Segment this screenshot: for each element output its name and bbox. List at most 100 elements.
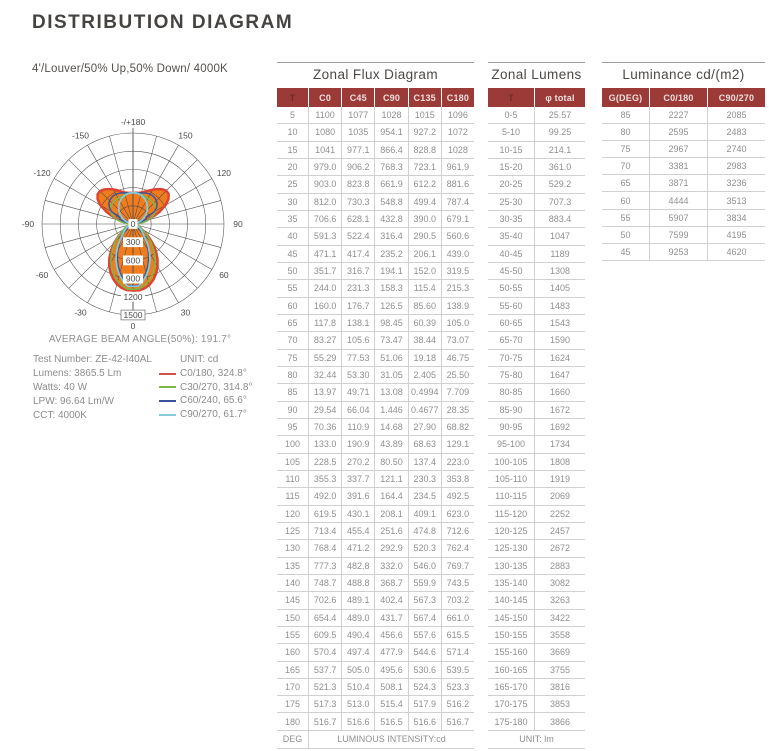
cell: 390.0 — [407, 210, 441, 228]
table-row: 150 654.4 489.0 431.7 567.4 661.0 — [277, 609, 474, 627]
cell: 2069 — [534, 488, 585, 505]
table-row: 40-45 1189 — [488, 245, 585, 263]
cell: 1041 — [308, 141, 341, 158]
grid-spoke — [132, 136, 157, 225]
table-row: 140-145 3263 — [488, 592, 585, 610]
cell: 0-5 — [504, 110, 518, 121]
cell: 4444 — [649, 192, 707, 209]
cell: 516.6 — [407, 713, 441, 730]
test-info-line: Lumens: 3865.5 Lm — [33, 368, 122, 379]
grid-spoke — [54, 178, 134, 225]
cell: 768.3 — [374, 158, 407, 176]
table-row: 50 351.7 316.7 194.1 152.0 319.5 — [277, 262, 474, 281]
cell: 1072 — [440, 124, 474, 141]
cell: 2883 — [534, 557, 585, 574]
cell: 591.3 — [308, 228, 341, 245]
table-row: 65-70 1590 — [488, 332, 585, 350]
cell: 471.1 — [308, 245, 341, 262]
table-row: 75 55.29 77.53 51.06 19.18 46.75 — [277, 349, 474, 367]
cell: 5 — [289, 110, 295, 121]
column-header: C0 — [309, 88, 342, 107]
cell: 517.3 — [308, 696, 341, 713]
cell: 3513 — [707, 192, 765, 209]
cell: 25.50 — [440, 366, 474, 384]
cell: 516.7 — [440, 713, 474, 730]
cell: 3422 — [534, 609, 585, 626]
cell: 152.0 — [407, 262, 441, 280]
table-row: 115-120 2252 — [488, 505, 585, 523]
cell: 115-120 — [494, 508, 528, 519]
cell: 30 — [287, 196, 298, 207]
table-row: 30-35 883.4 — [488, 210, 585, 229]
angle-tick-label: 60 — [219, 270, 229, 280]
column-header: C135 — [408, 88, 441, 107]
cell: 292.9 — [374, 540, 407, 557]
cell: 1483 — [534, 297, 585, 314]
table-row: 100 133.0 190.9 43.89 68.63 129.1 — [277, 436, 474, 454]
cell: 3871 — [649, 175, 707, 192]
table-row: 165-170 3816 — [488, 678, 585, 697]
cell: 730.3 — [341, 193, 374, 210]
cell: 98.45 — [374, 314, 407, 332]
cell: 7599 — [649, 226, 707, 243]
cell: 477.9 — [374, 644, 407, 661]
cell: 654.4 — [308, 609, 341, 626]
cell: 866.4 — [374, 141, 407, 158]
cell: 10-15 — [499, 144, 523, 155]
cell: 99.25 — [534, 124, 585, 141]
table-row: 65 3871 3236 — [602, 175, 765, 193]
cell: 787.4 — [440, 193, 474, 210]
cell: 1647 — [534, 366, 585, 384]
cell: 927.2 — [407, 124, 441, 141]
column-header: T — [277, 88, 308, 107]
cell: 150 — [284, 612, 301, 623]
cell: 432.8 — [374, 210, 407, 228]
cell: 628.1 — [341, 210, 374, 228]
cell: 2252 — [534, 505, 585, 522]
cell: 3558 — [534, 626, 585, 644]
cell: 35 — [287, 214, 298, 225]
cell: 712.6 — [440, 522, 474, 540]
cell: 2983 — [707, 158, 765, 175]
cell: 27.90 — [407, 418, 441, 436]
radial-tick-label: 900 — [126, 274, 140, 284]
cell: 355.3 — [308, 470, 341, 488]
cell: 402.4 — [374, 592, 407, 609]
cell: 120 — [284, 508, 301, 519]
cell: 80.50 — [374, 453, 407, 470]
table-row: 175-180 3866 — [488, 713, 585, 731]
cell: 769.7 — [440, 557, 474, 574]
cell: 516.7 — [308, 713, 341, 730]
cell: 190.9 — [341, 436, 374, 453]
cell: 65-70 — [499, 335, 523, 346]
angle-tick-label: 90 — [233, 219, 243, 229]
cell: 409.1 — [407, 505, 441, 522]
cell: 50 — [620, 229, 631, 240]
cell: 55-60 — [499, 300, 523, 311]
column-header: φ total — [535, 88, 585, 107]
cell: 979.0 — [308, 158, 341, 176]
cell: 83.27 — [308, 332, 341, 349]
cell: 290.5 — [407, 228, 441, 245]
page-title: DISTRIBUTION DIAGRAM — [32, 12, 294, 33]
cell: 105-110 — [494, 474, 528, 485]
table-row: 145 702.6 489.1 402.4 567.3 703.2 — [277, 592, 474, 610]
table-row: 50 7599 4195 — [602, 226, 765, 244]
cell: 80-85 — [499, 387, 523, 398]
cell: 35-40 — [499, 231, 523, 242]
cell: 4195 — [707, 226, 765, 243]
cell: 46.75 — [440, 349, 474, 366]
cell: 3755 — [534, 661, 585, 678]
cell: 115.4 — [407, 280, 441, 297]
cell: 5907 — [649, 209, 707, 226]
radial-label-box — [121, 291, 145, 302]
curve-C90/270 — [115, 191, 151, 288]
cell: 155-160 — [494, 647, 528, 658]
cell: 68.63 — [407, 436, 441, 453]
cell: 85 — [620, 110, 631, 121]
table-row: 105 228.5 270.2 80.50 137.4 223.0 — [277, 453, 474, 471]
cell: 702.6 — [308, 592, 341, 609]
angle-tick-label: -/+180 — [121, 117, 146, 127]
table-row: 125 713.4 455.4 251.6 474.8 712.6 — [277, 522, 474, 541]
